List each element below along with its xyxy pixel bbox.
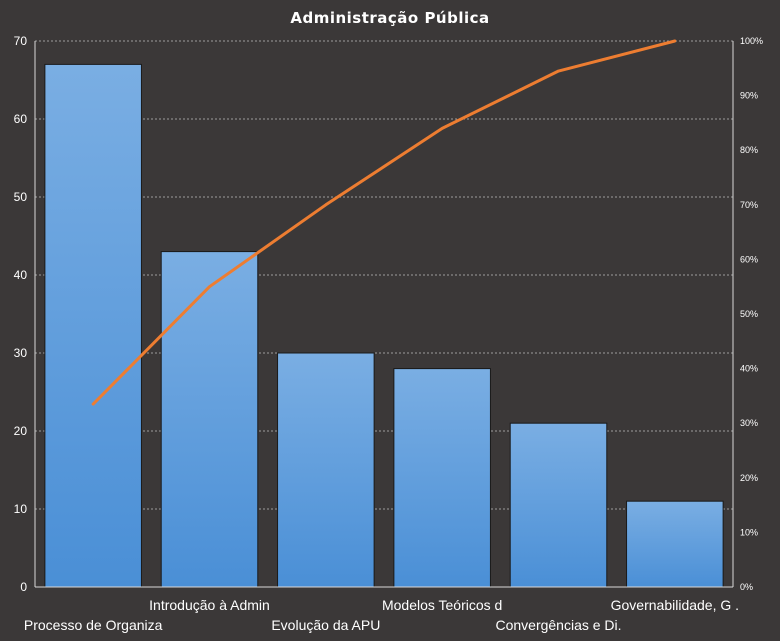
y2-tick-label: 20%	[740, 473, 758, 483]
y-tick-label: 0	[20, 580, 27, 594]
bar	[393, 368, 491, 588]
axes	[34, 41, 734, 588]
x-tick-label: Convergências e Di.	[495, 617, 621, 633]
bar	[44, 63, 142, 588]
x-axis-ticks: Processo de Organiza Introdução à AdminEv…	[24, 597, 739, 633]
y-tick-label: 50	[14, 190, 28, 204]
y-tick-label: 40	[14, 268, 28, 282]
bar	[626, 500, 724, 588]
cumulative-line-path	[91, 39, 677, 406]
y-tick-label: 10	[14, 502, 28, 516]
y-tick-label: 60	[14, 112, 28, 126]
chart-title: Administração Pública	[290, 9, 489, 27]
y2-tick-label: 100%	[740, 36, 763, 46]
y2-tick-label: 0%	[740, 582, 753, 592]
y-axis-ticks: 0 10 20 30 40 50 60 70	[14, 34, 28, 594]
cumulative-line	[91, 39, 677, 406]
x-tick-label: Processo de Organiza	[24, 617, 163, 633]
y2-tick-label: 60%	[740, 254, 758, 264]
y-tick-label: 70	[14, 34, 28, 48]
bar	[160, 251, 259, 588]
y-tick-label: 20	[14, 424, 28, 438]
y2-tick-label: 50%	[740, 309, 758, 319]
x-tick-label: Modelos Teóricos d	[382, 597, 502, 613]
y2-tick-label: 40%	[740, 364, 758, 374]
y-tick-label: 30	[14, 346, 28, 360]
y2-tick-label: 30%	[740, 418, 758, 428]
bars	[44, 63, 724, 588]
y2-tick-label: 90%	[740, 91, 758, 101]
y2-tick-label: 80%	[740, 145, 758, 155]
grid-lines	[35, 40, 733, 510]
x-tick-label: Evolução da APU	[271, 617, 380, 633]
bar	[277, 352, 375, 588]
y2-tick-label: 70%	[740, 200, 758, 210]
bar	[509, 422, 608, 588]
y2-tick-label: 10%	[740, 527, 758, 537]
x-tick-label: Governabilidade, G .	[611, 597, 739, 613]
y2-axis-ticks: 0% 10% 20% 30% 40% 50% 60% 70% 80% 90% 100%	[740, 36, 763, 592]
x-tick-label: Introdução à Admin	[149, 597, 270, 613]
